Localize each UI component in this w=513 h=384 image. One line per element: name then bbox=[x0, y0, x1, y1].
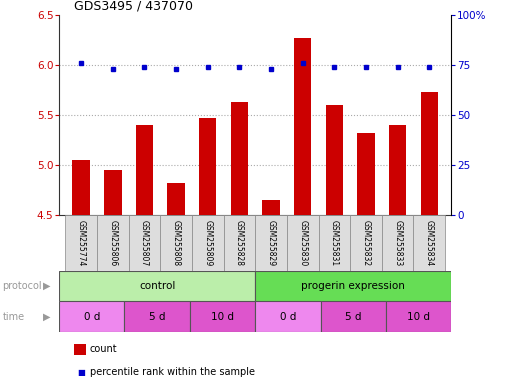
Text: GSM255833: GSM255833 bbox=[393, 220, 402, 266]
Text: 0 d: 0 d bbox=[84, 312, 100, 322]
Text: 5 d: 5 d bbox=[149, 312, 165, 322]
Bar bbox=[160, 215, 192, 271]
Text: ■: ■ bbox=[77, 368, 85, 377]
Text: GSM255831: GSM255831 bbox=[330, 220, 339, 266]
Bar bbox=[319, 215, 350, 271]
Bar bbox=[136, 125, 153, 215]
Bar bbox=[357, 133, 374, 215]
Text: count: count bbox=[90, 344, 117, 354]
Bar bbox=[386, 301, 451, 332]
Text: GSM255834: GSM255834 bbox=[425, 220, 434, 266]
Text: GSM255807: GSM255807 bbox=[140, 220, 149, 266]
Text: 10 d: 10 d bbox=[407, 312, 430, 322]
Text: 5 d: 5 d bbox=[345, 312, 362, 322]
Bar bbox=[255, 215, 287, 271]
Bar bbox=[124, 301, 190, 332]
Text: GDS3495 / 437070: GDS3495 / 437070 bbox=[74, 0, 193, 12]
Bar bbox=[167, 183, 185, 215]
Bar bbox=[255, 271, 451, 301]
Text: percentile rank within the sample: percentile rank within the sample bbox=[90, 367, 255, 377]
Text: GSM255774: GSM255774 bbox=[76, 220, 86, 266]
Text: ▶: ▶ bbox=[44, 312, 51, 322]
Bar bbox=[192, 215, 224, 271]
Bar bbox=[59, 301, 124, 332]
Bar bbox=[326, 105, 343, 215]
Bar bbox=[262, 200, 280, 215]
Text: control: control bbox=[139, 281, 175, 291]
Text: GSM255809: GSM255809 bbox=[203, 220, 212, 266]
Text: GSM255829: GSM255829 bbox=[267, 220, 275, 266]
Bar bbox=[321, 301, 386, 332]
Text: GSM255832: GSM255832 bbox=[362, 220, 370, 266]
Bar bbox=[389, 125, 406, 215]
Bar bbox=[421, 92, 438, 215]
Bar bbox=[97, 215, 129, 271]
Bar bbox=[199, 118, 216, 215]
Bar bbox=[382, 215, 413, 271]
Bar bbox=[224, 215, 255, 271]
Bar bbox=[104, 170, 122, 215]
Bar bbox=[190, 301, 255, 332]
Bar bbox=[350, 215, 382, 271]
Bar bbox=[129, 215, 160, 271]
Text: time: time bbox=[3, 312, 25, 322]
Bar bbox=[65, 215, 97, 271]
Bar bbox=[413, 215, 445, 271]
Bar bbox=[287, 215, 319, 271]
Text: 0 d: 0 d bbox=[280, 312, 296, 322]
Bar bbox=[294, 38, 311, 215]
Text: GSM255828: GSM255828 bbox=[235, 220, 244, 266]
Text: GSM255830: GSM255830 bbox=[298, 220, 307, 266]
Text: GSM255806: GSM255806 bbox=[108, 220, 117, 266]
Bar bbox=[72, 160, 90, 215]
Text: 10 d: 10 d bbox=[211, 312, 234, 322]
Text: protocol: protocol bbox=[3, 281, 42, 291]
Bar bbox=[231, 102, 248, 215]
Bar bbox=[59, 271, 255, 301]
Text: GSM255808: GSM255808 bbox=[171, 220, 181, 266]
Text: progerin expression: progerin expression bbox=[302, 281, 405, 291]
Text: ▶: ▶ bbox=[44, 281, 51, 291]
Bar bbox=[255, 301, 321, 332]
